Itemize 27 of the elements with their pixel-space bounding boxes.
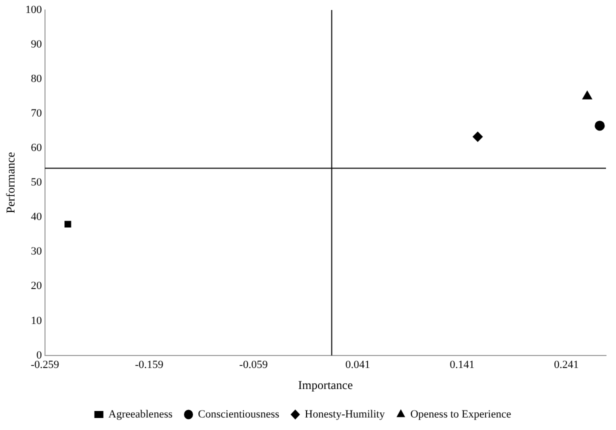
x-tick-label: 0.041 bbox=[345, 358, 370, 371]
point bbox=[472, 132, 483, 142]
point bbox=[582, 90, 592, 100]
y-tick-label: 50 bbox=[30, 176, 42, 189]
point bbox=[64, 220, 72, 228]
y-tick-label: 40 bbox=[30, 211, 42, 224]
y-tick-label: 10 bbox=[30, 314, 42, 327]
x-tick-label: -0.159 bbox=[134, 358, 164, 371]
x-tick-label: -0.059 bbox=[239, 358, 268, 371]
y-tick-label: 20 bbox=[30, 280, 42, 292]
legend-label: Openess to Experience bbox=[410, 408, 512, 420]
y-tick-label: 90 bbox=[30, 38, 42, 50]
y-tick-label: 60 bbox=[30, 142, 42, 154]
y-tick-label: 80 bbox=[30, 72, 42, 85]
x-axis-title: Importance bbox=[298, 378, 353, 392]
y-axis-title: Performance bbox=[3, 152, 18, 214]
x-tick-label: 0.141 bbox=[450, 358, 474, 371]
legend-label: Conscientiousness bbox=[198, 408, 280, 420]
point bbox=[594, 120, 605, 131]
legend-label: Agreeableness bbox=[108, 408, 173, 420]
x-tick-label: 0.241 bbox=[554, 358, 579, 371]
y-tick-label: 30 bbox=[30, 246, 42, 258]
x-tick-label: -0.259 bbox=[30, 358, 60, 371]
legend-label: Honesty-Humility bbox=[304, 408, 386, 420]
y-tick-label: 0 bbox=[36, 349, 42, 362]
y-tick-label: 70 bbox=[30, 108, 42, 120]
y-tick-label: 100 bbox=[25, 4, 42, 16]
